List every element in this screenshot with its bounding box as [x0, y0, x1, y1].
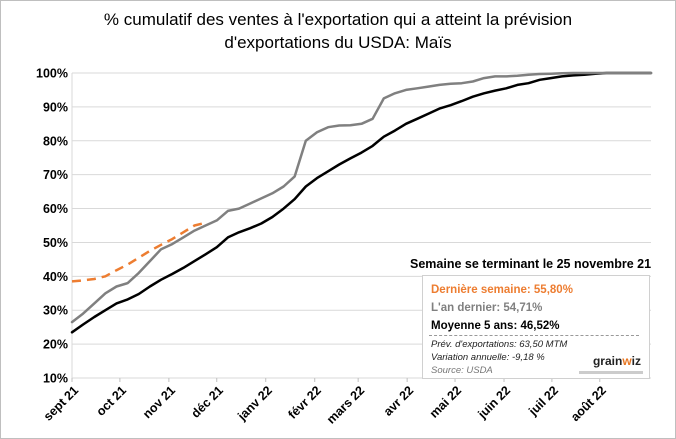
legend-moyenne-5-ans: Moyenne 5 ans: 46,52% — [431, 320, 560, 332]
x-tick-label: juin 22 — [475, 383, 514, 422]
legend-source: Source: USDA — [431, 365, 493, 376]
y-tick-label: 10% — [43, 372, 68, 386]
x-tick-label: janv 22 — [234, 383, 275, 424]
x-tick-label: avr 22 — [381, 383, 416, 418]
x-tick-label: août 22 — [568, 383, 609, 424]
series-line-derni-re-semaine — [71, 221, 206, 283]
x-tick-label: mars 22 — [324, 383, 367, 426]
legend-heading: Semaine se terminant le 25 novembre 21 — [410, 257, 652, 271]
y-tick-label: 20% — [43, 338, 68, 352]
y-tick-label: 70% — [43, 168, 68, 182]
y-tick-label: 50% — [43, 236, 68, 250]
series-line-l-an-dernier — [70, 71, 653, 324]
x-axis: sept 21 oct 21 nov 21 déc 21 janv 22 févr 22 m… — [41, 378, 609, 427]
chart-title-line2: d'exportations du USDA: Maïs — [224, 33, 452, 52]
legend-variation: Variation annuelle: -9,18 % — [431, 352, 545, 363]
legend-separator — [429, 335, 639, 336]
x-tick-label: déc 21 — [189, 383, 226, 420]
y-tick-label: 60% — [43, 202, 68, 216]
logo-tagline-bar — [579, 371, 643, 374]
series-lines — [70, 71, 653, 334]
legend-panel: Semaine se terminant le 25 novembre 21 D… — [410, 257, 652, 379]
grainwiz-logo: grainwiz — [592, 354, 641, 368]
y-tick-label: 100% — [36, 67, 68, 81]
y-tick-label: 30% — [43, 304, 68, 318]
series-line-moyenne-5-ans — [70, 71, 653, 334]
chart-title: % cumulatif des ventes à l'exportation q… — [0, 8, 676, 54]
x-tick-label: mai 22 — [427, 383, 464, 420]
y-tick-label: 80% — [43, 134, 68, 148]
y-axis: 10% 20% 30% 40% 50% 60% 70% 80% 90% 100% — [36, 67, 68, 386]
y-tick-label: 40% — [43, 270, 68, 284]
legend-prevision: Prév. d'exportations: 63,50 MTM — [431, 339, 568, 350]
x-tick-label: sept 21 — [41, 383, 81, 423]
y-tick-label: 90% — [43, 100, 68, 114]
x-tick-label: oct 21 — [94, 383, 129, 418]
legend-derniere-semaine: Dernière semaine: 55,80% — [431, 284, 573, 296]
x-tick-label: nov 21 — [140, 383, 178, 421]
legend-box: Dernière semaine: 55,80% L'an dernier: 5… — [422, 275, 650, 379]
legend-an-dernier: L'an dernier: 54,71% — [431, 302, 543, 314]
chart-title-line1: % cumulatif des ventes à l'exportation q… — [103, 10, 573, 29]
x-tick-label: juil 22 — [525, 383, 561, 419]
x-tick-label: févr 22 — [286, 383, 324, 421]
